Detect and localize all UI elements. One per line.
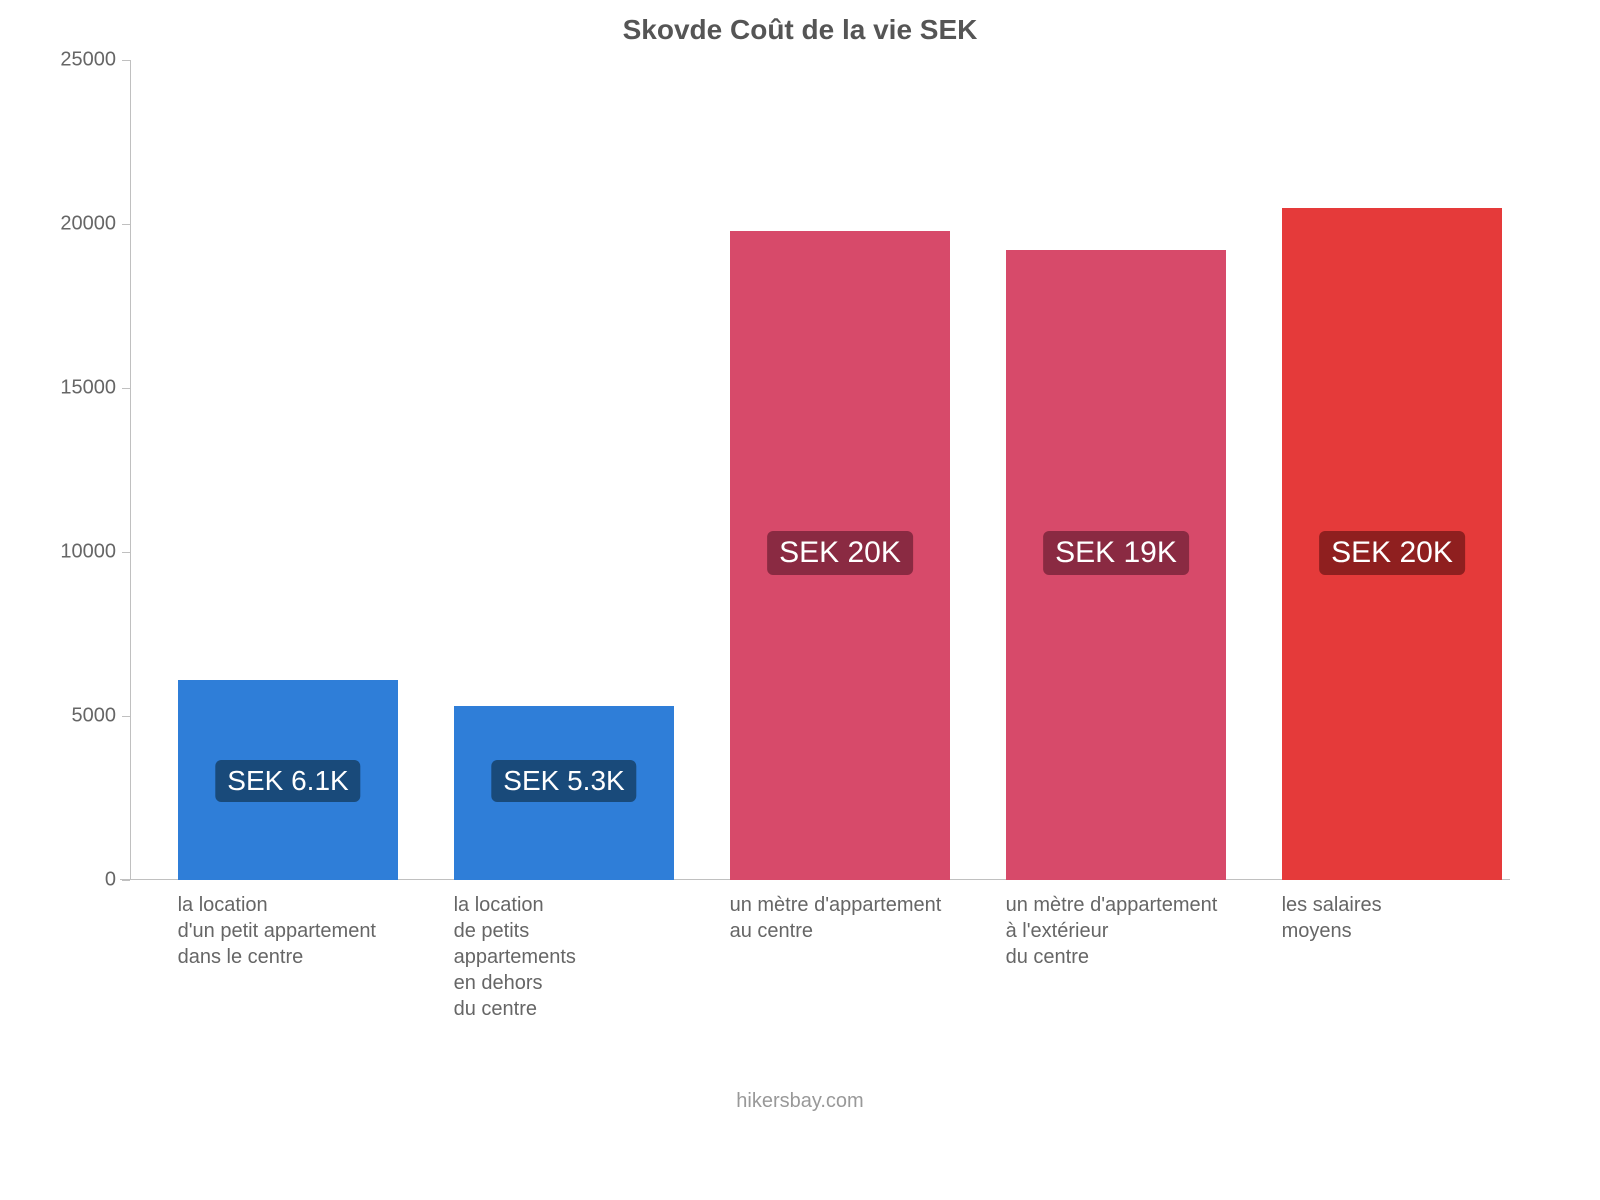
bar: SEK 20K bbox=[730, 231, 951, 880]
x-tick-label: les salairesmoyens bbox=[1282, 892, 1523, 944]
bar-value-label: SEK 20K bbox=[1319, 531, 1465, 575]
bar: SEK 5.3K bbox=[454, 706, 675, 880]
bar: SEK 20K bbox=[1282, 208, 1503, 880]
bar-value-label: SEK 20K bbox=[767, 531, 913, 575]
x-tick-label: la locationd'un petit appartementdans le… bbox=[178, 892, 419, 970]
y-tick-label: 25000 bbox=[60, 49, 116, 72]
y-tick bbox=[122, 224, 130, 225]
y-tick bbox=[122, 552, 130, 553]
source-label: hikersbay.com bbox=[60, 1090, 1540, 1113]
y-tick bbox=[122, 880, 130, 881]
y-tick-label: 15000 bbox=[60, 377, 116, 400]
y-tick-label: 0 bbox=[105, 869, 116, 892]
bar: SEK 19K bbox=[1006, 250, 1227, 880]
plot-area: SEK 6.1KSEK 5.3KSEK 20KSEK 19KSEK 20K 05… bbox=[130, 60, 1510, 880]
x-tick-label: un mètre d'appartementà l'extérieurdu ce… bbox=[1006, 892, 1247, 970]
y-tick bbox=[122, 60, 130, 61]
bar: SEK 6.1K bbox=[178, 680, 399, 880]
x-tick-label: la locationde petitsappartementsen dehor… bbox=[454, 892, 695, 1022]
y-tick-label: 10000 bbox=[60, 541, 116, 564]
chart-title: Skovde Coût de la vie SEK bbox=[60, 14, 1540, 46]
bars-layer: SEK 6.1K SEK 5.3K SEK 20K SEK 19K SEK 20K bbox=[130, 60, 1510, 880]
y-tick bbox=[122, 716, 130, 717]
chart-container: Skovde Coût de la vie SEK SEK 6.1K SEK 5.… bbox=[60, 10, 1540, 1190]
bar-value-label: SEK 19K bbox=[1043, 531, 1189, 575]
y-tick bbox=[122, 388, 130, 389]
y-tick-label: 20000 bbox=[60, 213, 116, 236]
bar-value-label: SEK 5.3K bbox=[491, 760, 636, 802]
bar-value-label: SEK 6.1K bbox=[215, 760, 360, 802]
x-tick-label: un mètre d'appartementau centre bbox=[730, 892, 971, 944]
y-tick-label: 5000 bbox=[72, 705, 117, 728]
